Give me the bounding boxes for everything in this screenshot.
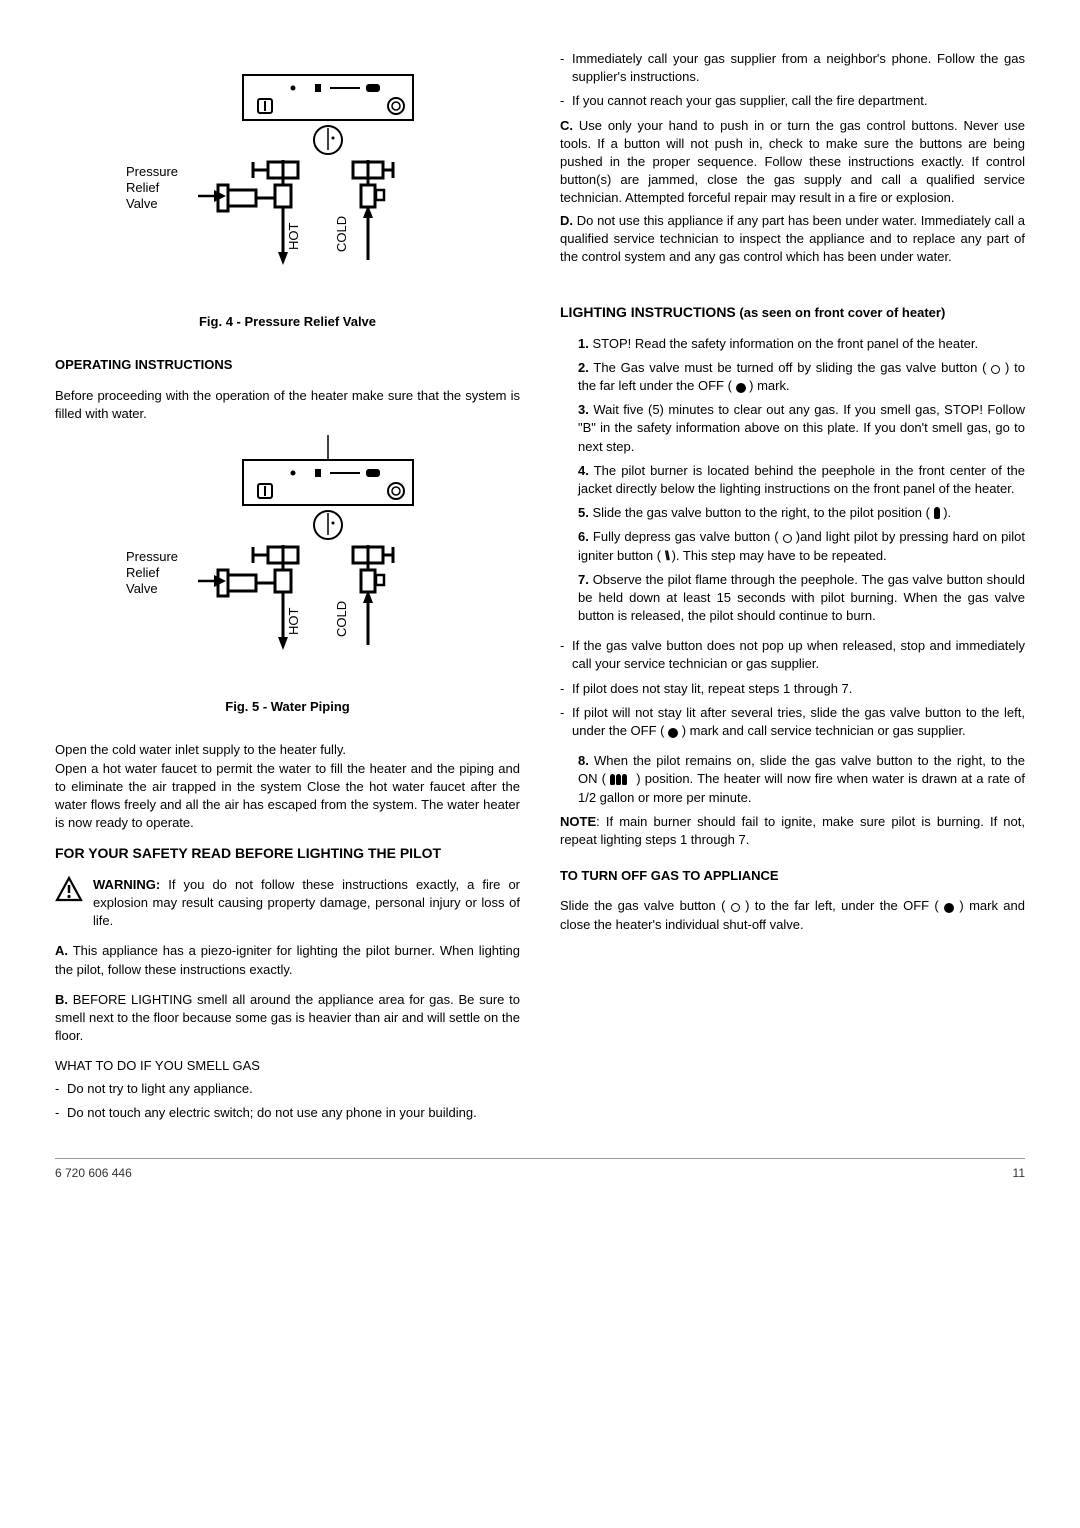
footer-pagenum: 11: [1013, 1165, 1025, 1182]
turnoff-heading: TO TURN OFF GAS TO APPLIANCE: [560, 867, 1025, 885]
smell-list-left: Do not try to light any appliance. Do no…: [55, 1080, 520, 1122]
open-circle-icon: [783, 534, 792, 543]
page-footer: 6 720 606 446 11: [55, 1158, 1025, 1182]
step-8: 8. When the pilot remains on, slide the …: [560, 752, 1025, 807]
item-a: A. This appliance has a piezo-igniter fo…: [55, 942, 520, 978]
warning-label: WARNING:: [93, 877, 160, 892]
list-item: Do not touch any electric switch; do not…: [67, 1104, 520, 1122]
item-c-label: C.: [560, 118, 573, 133]
list-item: 6. Fully depress gas valve button ( )and…: [578, 528, 1025, 564]
lighting-notes: If the gas valve button does not pop up …: [560, 637, 1025, 740]
figure-5: Pressure Relief Valve HOT COLD Fig. 5 - …: [55, 435, 520, 716]
svg-text:COLD: COLD: [334, 216, 349, 252]
smell-list-right: Immediately call your gas supplier from …: [560, 50, 1025, 111]
item-d: D. Do not use this appliance if any part…: [560, 212, 1025, 267]
svg-text:HOT: HOT: [286, 223, 301, 251]
list-item: If you cannot reach your gas supplier, c…: [572, 92, 1025, 110]
open-circle-icon: [991, 365, 1000, 374]
piping-diagram: Pressure Relief Valve HOT COLD: [118, 435, 458, 685]
pilot-icon: [934, 507, 940, 519]
list-item: Immediately call your gas supplier from …: [572, 50, 1025, 86]
svg-text:Relief: Relief: [126, 565, 160, 580]
svg-text:HOT: HOT: [286, 607, 301, 635]
list-item: 5. Slide the gas valve button to the rig…: [578, 504, 1025, 522]
list-item: If pilot does not stay lit, repeat steps…: [572, 680, 1025, 698]
list-item: 2. The Gas valve must be turned off by s…: [578, 359, 1025, 395]
safety-heading: FOR YOUR SAFETY READ BEFORE LIGHTING THE…: [55, 844, 520, 864]
smell-heading: WHAT TO DO IF YOU SMELL GAS: [55, 1057, 520, 1075]
lighting-steps: 1. STOP! Read the safety information on …: [560, 335, 1025, 626]
footer-docnum: 6 720 606 446: [55, 1165, 132, 1182]
svg-text:COLD: COLD: [334, 601, 349, 637]
list-item: 1. STOP! Read the safety information on …: [578, 335, 1025, 353]
svg-text:Pressure: Pressure: [126, 549, 178, 564]
warning-icon: [55, 876, 83, 902]
list-item: If pilot will not stay lit after several…: [572, 704, 1025, 740]
lighting-heading: LIGHTING INSTRUCTIONS (as seen on front …: [560, 303, 1025, 323]
note-label: NOTE: [560, 814, 596, 829]
turnoff-text: Slide the gas valve button ( ) to the fa…: [560, 897, 1025, 933]
figure-5-caption: Fig. 5 - Water Piping: [55, 698, 520, 716]
filled-circle-icon: [736, 383, 746, 393]
open-text: Open the cold water inlet supply to the …: [55, 741, 520, 832]
svg-text:Relief: Relief: [126, 180, 160, 195]
filled-circle-icon: [944, 903, 954, 913]
list-item: 8. When the pilot remains on, slide the …: [578, 752, 1025, 807]
list-item: If the gas valve button does not pop up …: [572, 637, 1025, 673]
left-column: Pressure Relief Valve HOT COLD Fig. 4 - …: [55, 50, 520, 1128]
svg-text:Valve: Valve: [126, 581, 158, 596]
item-d-label: D.: [560, 213, 573, 228]
note-line: NOTE: If main burner should fail to igni…: [560, 813, 1025, 849]
operating-intro: Before proceeding with the operation of …: [55, 387, 520, 423]
operating-heading: OPERATING INSTRUCTIONS: [55, 356, 520, 374]
svg-text:Valve: Valve: [126, 196, 158, 211]
figure-4-caption: Fig. 4 - Pressure Relief Valve: [55, 313, 520, 331]
item-b-label: B.: [55, 992, 68, 1007]
right-column: Immediately call your gas supplier from …: [560, 50, 1025, 1128]
item-a-label: A.: [55, 943, 68, 958]
warning-block: WARNING: If you do not follow these inst…: [55, 876, 520, 931]
filled-circle-icon: [668, 728, 678, 738]
figure-4: Pressure Relief Valve HOT COLD Fig. 4 - …: [55, 50, 520, 331]
svg-text:Pressure: Pressure: [126, 164, 178, 179]
item-c: C. Use only your hand to push in or turn…: [560, 117, 1025, 208]
list-item: 7. Observe the pilot flame through the p…: [578, 571, 1025, 626]
warning-text: WARNING: If you do not follow these inst…: [93, 876, 520, 931]
list-item: Do not try to light any appliance.: [67, 1080, 520, 1098]
item-b: B. BEFORE LIGHTING smell all around the …: [55, 991, 520, 1046]
list-item: 3. Wait five (5) minutes to clear out an…: [578, 401, 1025, 456]
open-circle-icon: [731, 903, 740, 912]
flame-icon: [610, 772, 632, 784]
list-item: 4. The pilot burner is located behind th…: [578, 462, 1025, 498]
prv-diagram: Pressure Relief Valve HOT COLD: [118, 50, 458, 300]
